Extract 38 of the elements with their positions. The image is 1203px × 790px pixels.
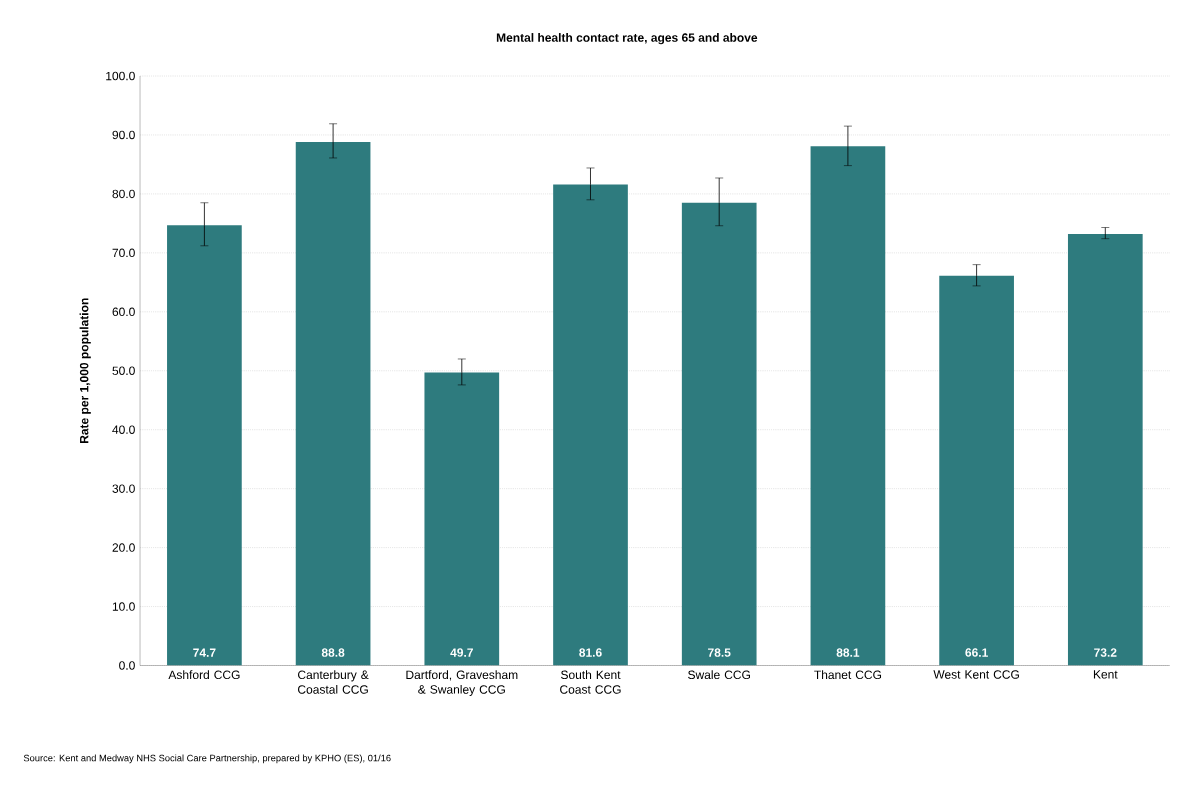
data-label: 73.2 <box>1094 648 1117 658</box>
data-label: 81.6 <box>579 648 602 658</box>
x-tick-label: Ashford CCG <box>168 670 240 680</box>
bar <box>553 184 628 666</box>
y-tick-label: 90.0 <box>112 130 135 140</box>
x-tick-label: Canterbury & Coastal CCG <box>298 670 369 694</box>
x-tick-label: Swale CCG <box>688 670 750 680</box>
y-tick-label: 80.0 <box>112 189 135 199</box>
bar <box>681 202 757 666</box>
chart-title: Mental health contact rate, ages 65 and above <box>496 33 758 45</box>
x-tick-label: Dartford, Gravesham & Swanley CCG <box>406 670 518 697</box>
bar <box>424 372 500 666</box>
data-label: 74.7 <box>193 648 216 658</box>
y-tick-label: 100.0 <box>106 71 135 81</box>
bar <box>295 142 371 666</box>
bar <box>939 276 1014 666</box>
y-tick-label: 70.0 <box>112 248 135 258</box>
data-label: 78.5 <box>708 648 731 658</box>
y-tick-label: 60.0 <box>112 307 135 317</box>
y-tick-label: 30.0 <box>112 484 135 494</box>
data-label: 66.1 <box>965 648 988 658</box>
bar <box>167 225 242 666</box>
data-label: 49.7 <box>450 648 473 658</box>
x-tick-label: Thanet CCG <box>814 670 882 680</box>
source-note: Source: Kent and Medway NHS Social Care Partnership, prepared by KPHO (ES), 01/16 <box>23 754 391 764</box>
x-tick-label: Kent <box>1093 670 1118 679</box>
y-tick-label: 10.0 <box>112 602 135 612</box>
y-tick-label: 40.0 <box>112 425 135 435</box>
y-tick-label: 20.0 <box>112 543 135 553</box>
y-tick-label: 50.0 <box>112 366 135 376</box>
y-tick-label: 0.0 <box>119 661 135 670</box>
data-label: 88.1 <box>836 648 860 658</box>
data-label: 88.8 <box>321 648 345 658</box>
y-axis-title: Rate per 1,000 population <box>79 298 91 444</box>
x-tick-label: West Kent CCG <box>933 670 1019 679</box>
x-tick-label: South Kent Coast CCG <box>560 670 621 694</box>
bar <box>1067 234 1143 666</box>
bar <box>810 146 886 666</box>
